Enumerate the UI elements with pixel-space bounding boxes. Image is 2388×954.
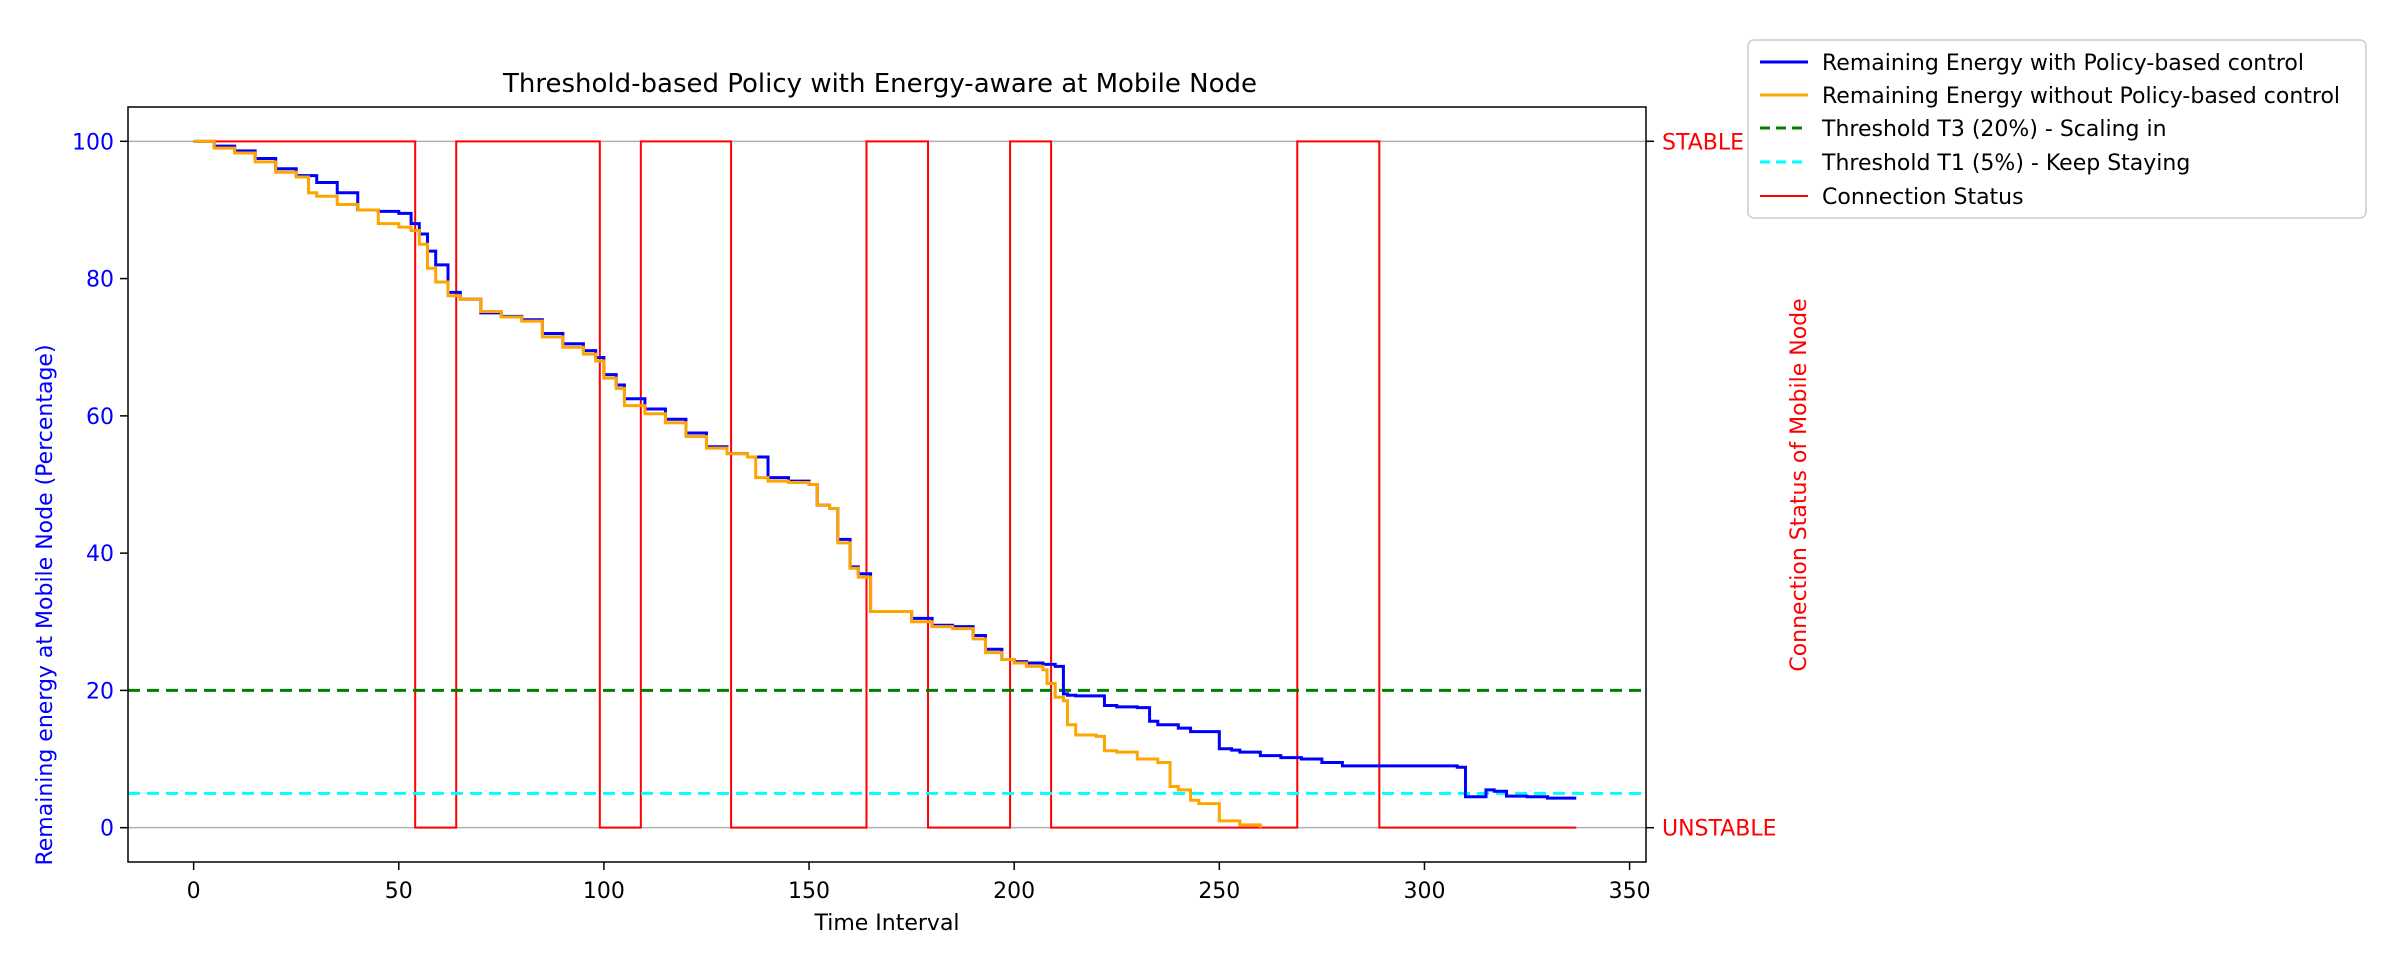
legend-item-no-policy: Remaining Energy without Policy-based co… bbox=[1760, 84, 2340, 109]
y-tick-label: 100 bbox=[72, 130, 114, 155]
x-tick-label: 350 bbox=[1609, 879, 1651, 904]
legend-item-t1: Threshold T1 (5%) - Keep Staying bbox=[1760, 151, 2190, 176]
legend-label-t1: Threshold T1 (5%) - Keep Staying bbox=[1821, 151, 2190, 176]
y-tick-label: 20 bbox=[86, 679, 114, 704]
y-tick-label: 40 bbox=[86, 542, 114, 567]
x-tick-label: 300 bbox=[1403, 879, 1445, 904]
legend-label-status: Connection Status bbox=[1822, 185, 2024, 210]
x-tick-label: 150 bbox=[788, 879, 830, 904]
legend-label-policy: Remaining Energy with Policy-based contr… bbox=[1822, 51, 2304, 76]
plot-area: 0 50 100 150 200 250 300 350 0 20 40 60 80 100 STABLE U… bbox=[72, 106, 1777, 904]
y-tick-label: 0 bbox=[100, 817, 114, 842]
y-tick-label: 60 bbox=[86, 405, 114, 430]
y-axis-label-right: Connection Status of Mobile Node bbox=[1787, 298, 1812, 671]
x-tick-label: 200 bbox=[993, 879, 1035, 904]
legend-item-status: Connection Status bbox=[1760, 185, 2024, 210]
x-axis-label: Time Interval bbox=[813, 911, 959, 936]
y-axis-label-left: Remaining energy at Mobile Node (Percent… bbox=[33, 344, 58, 865]
x-tick-label: 250 bbox=[1198, 879, 1240, 904]
legend-item-t3: Threshold T3 (20%) - Scaling in bbox=[1760, 117, 2167, 142]
connection-status-line bbox=[193, 140, 1577, 829]
legend-label-t3: Threshold T3 (20%) - Scaling in bbox=[1821, 117, 2167, 142]
x-tick-label: 50 bbox=[385, 879, 413, 904]
x-tick-label: 100 bbox=[583, 879, 625, 904]
right-tick-label: UNSTABLE bbox=[1662, 817, 1777, 842]
right-tick-label: STABLE bbox=[1662, 130, 1744, 155]
chart-title: Threshold-based Policy with Energy-aware… bbox=[502, 69, 1257, 99]
legend: Remaining Energy with Policy-based contr… bbox=[1747, 39, 2367, 219]
x-tick-label: 0 bbox=[187, 879, 201, 904]
legend-frame bbox=[1747, 39, 2367, 219]
series-line-no-policy bbox=[193, 139, 1262, 828]
axes-frame bbox=[127, 106, 1647, 863]
y-tick-label: 80 bbox=[86, 268, 114, 293]
legend-label-no-policy: Remaining Energy without Policy-based co… bbox=[1822, 84, 2340, 109]
legend-item-policy: Remaining Energy with Policy-based contr… bbox=[1760, 51, 2304, 76]
